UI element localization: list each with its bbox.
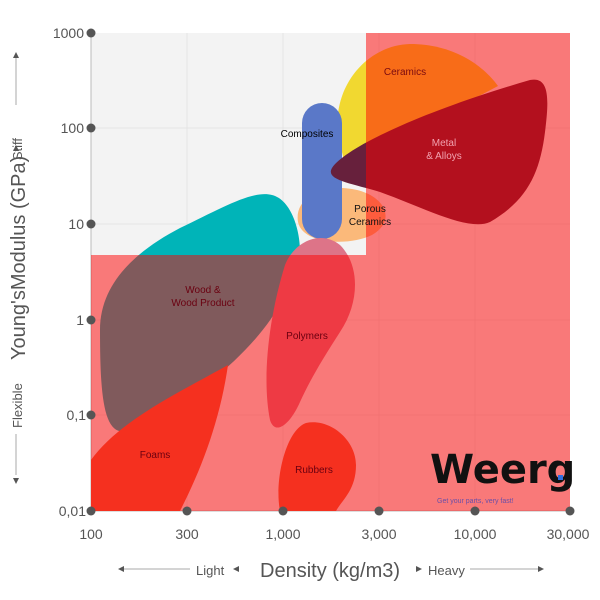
logo-tagline: Get your parts, very fast!: [437, 498, 514, 505]
x-tick-label: 30,000: [547, 526, 590, 542]
label-wood-product: Wood Product: [171, 298, 234, 309]
label-alloys: & Alloys: [426, 151, 462, 162]
y-axis-title: Young'sModulus (GPa): [8, 156, 30, 360]
y-tick-label: 100: [61, 120, 85, 136]
label-metal: Metal: [432, 138, 456, 149]
label-rubbers: Rubbers: [295, 465, 333, 476]
x-high-label: Heavy: [428, 563, 465, 578]
x-tick-label: 1,000: [265, 526, 300, 542]
label-porous: Porous: [354, 204, 386, 215]
y-tick-label: 0,01: [59, 503, 86, 519]
y-tick-label: 10: [68, 216, 84, 232]
y-low-label: Flexible: [10, 383, 25, 428]
x-low-label: Light: [196, 563, 225, 578]
label-porous-ceramics: Ceramics: [349, 217, 391, 228]
y-tick-label: 1000: [53, 25, 84, 41]
arrow-up-small-icon: [13, 145, 19, 151]
x-tick-dots: [182, 506, 575, 516]
x-tick-label: 3,000: [361, 526, 396, 542]
label-ceramics: Ceramics: [384, 67, 426, 78]
label-polymers: Polymers: [286, 331, 328, 342]
arrow-right-icon: [538, 566, 544, 572]
x-tick-label: 10,000: [454, 526, 497, 542]
x-tick-label: 100: [79, 526, 103, 542]
arrow-down-icon: [13, 478, 19, 484]
region-composites: [302, 103, 342, 239]
label-foams: Foams: [140, 450, 171, 461]
y-tick-dots: [86, 28, 96, 516]
overlay-zone: [91, 33, 570, 511]
label-wood: Wood &: [185, 285, 221, 296]
arrow-left-icon: [118, 566, 124, 572]
x-tick-label: 300: [175, 526, 199, 542]
y-tick-label: 0,1: [67, 407, 87, 423]
y-tick-label: 1: [76, 312, 84, 328]
arrow-right-small-icon: [416, 566, 422, 572]
logo-dot: [558, 475, 563, 480]
label-composites: Composites: [281, 129, 334, 140]
arrow-up-icon: [13, 52, 19, 58]
weerg-logo: Weerg: [430, 447, 575, 493]
arrow-left-small-icon: [233, 566, 239, 572]
x-axis-title: Density (kg/m3): [260, 560, 400, 582]
